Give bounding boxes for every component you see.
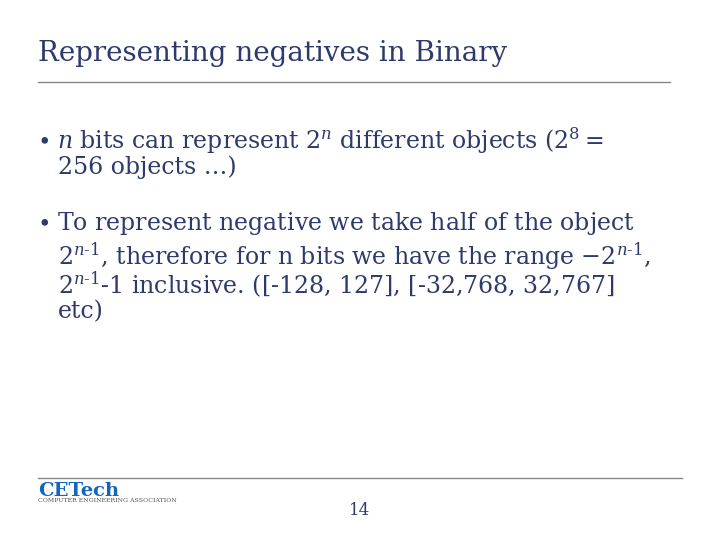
- Text: etc): etc): [58, 300, 104, 323]
- Text: $\bullet$ To represent negative we take half of the object: $\bullet$ To represent negative we take …: [38, 210, 635, 237]
- Text: $2^{n\text{-}1}$, therefore for n bits we have the range $-2^{n\text{-}1}$,: $2^{n\text{-}1}$, therefore for n bits w…: [58, 240, 651, 272]
- Text: 14: 14: [349, 502, 371, 519]
- Text: 256 objects …): 256 objects …): [58, 155, 237, 179]
- Text: $2^{n\text{-}1}\text{-}1$ inclusive. ([-128, 127], [-32,768, 32,767]: $2^{n\text{-}1}\text{-}1$ inclusive. ([-…: [58, 270, 615, 300]
- Text: CETech: CETech: [38, 482, 119, 500]
- Text: Representing negatives in Binary: Representing negatives in Binary: [38, 40, 507, 67]
- Text: COMPUTER ENGINEERING ASSOCIATION: COMPUTER ENGINEERING ASSOCIATION: [38, 498, 176, 503]
- Text: $\bullet\ \mathit{n}$ bits can represent $2^n$ different objects $(2^8 =$: $\bullet\ \mathit{n}$ bits can represent…: [38, 125, 603, 156]
